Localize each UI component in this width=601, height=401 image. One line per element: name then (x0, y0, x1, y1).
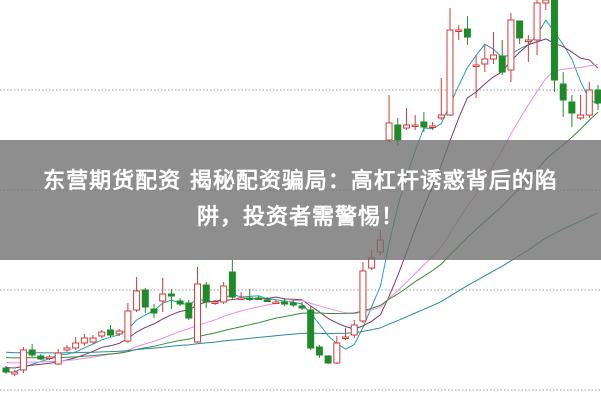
candle-up (481, 58, 489, 65)
title-banner: 东营期货配资 揭秘配资骗局：高杠杆诱惑背后的陷 阱，投资者需警惕！ (0, 140, 601, 260)
candle-up (159, 293, 167, 302)
candle-up (542, 0, 550, 4)
candle-up (237, 297, 245, 300)
candle-down (298, 305, 306, 309)
banner-title-line-2: 阱，投资者需警惕！ (196, 205, 404, 230)
candle-up (211, 301, 219, 304)
ma60-line (5, 212, 599, 354)
candle-up (11, 371, 19, 375)
candle-up (437, 114, 445, 119)
candle-up (133, 290, 141, 311)
candle-up (533, 2, 541, 41)
candle-down (568, 101, 576, 114)
candle-down (559, 83, 567, 101)
candle-down (176, 300, 184, 305)
candle-down (141, 289, 149, 308)
candle-down (594, 89, 601, 104)
ma10-line (5, 38, 599, 369)
candle-down (246, 297, 254, 300)
candle-up (220, 285, 228, 303)
candle-up (272, 301, 280, 304)
candle-up (19, 349, 27, 371)
candle-up (385, 122, 393, 141)
banner-title-line-1: 东营期货配资 揭秘配资骗局：高杠杆诱惑背后的陷 (43, 169, 558, 194)
candle-up (342, 336, 350, 339)
candle-up (359, 270, 367, 322)
candle-down (2, 367, 10, 373)
candle-up (80, 337, 88, 344)
candle-down (289, 302, 297, 306)
candle-up (455, 29, 463, 32)
candle-down (498, 55, 506, 73)
candle-down (463, 28, 471, 38)
candle-down (254, 297, 262, 300)
candle-down (202, 284, 210, 303)
candle-down (37, 355, 45, 360)
candle-up (350, 324, 358, 336)
candle-down (550, 0, 558, 81)
candle-down (28, 349, 36, 356)
candle-up (115, 330, 123, 335)
candle-up (411, 124, 419, 127)
candle-up (402, 124, 410, 129)
candle-down (516, 20, 524, 39)
candle-up (490, 54, 498, 60)
candle-up (54, 352, 62, 365)
candle-up (585, 89, 593, 116)
candle-up (89, 337, 97, 343)
candle-up (577, 114, 585, 119)
candle-down (394, 124, 402, 141)
candle-up (472, 64, 480, 67)
candle-up (98, 331, 106, 337)
candle-down (324, 355, 332, 364)
candle-down (167, 293, 175, 297)
candle-up (46, 356, 54, 359)
candle-down (420, 121, 428, 128)
candle-down (315, 346, 323, 356)
candle-down (263, 299, 271, 302)
candle-up (72, 342, 80, 349)
candle-down (106, 329, 114, 336)
candle-up (446, 29, 454, 116)
candle-down (281, 301, 289, 305)
candle-down (185, 302, 193, 319)
candle-down (228, 271, 236, 298)
candle-down (307, 309, 315, 349)
candle-up (507, 19, 515, 71)
candle-up (333, 342, 341, 364)
candle-up (429, 125, 437, 128)
candle-up (124, 310, 132, 342)
candle-up (63, 347, 71, 351)
candle-down (150, 308, 158, 314)
candle-up (524, 39, 532, 42)
candle-up (194, 283, 202, 343)
